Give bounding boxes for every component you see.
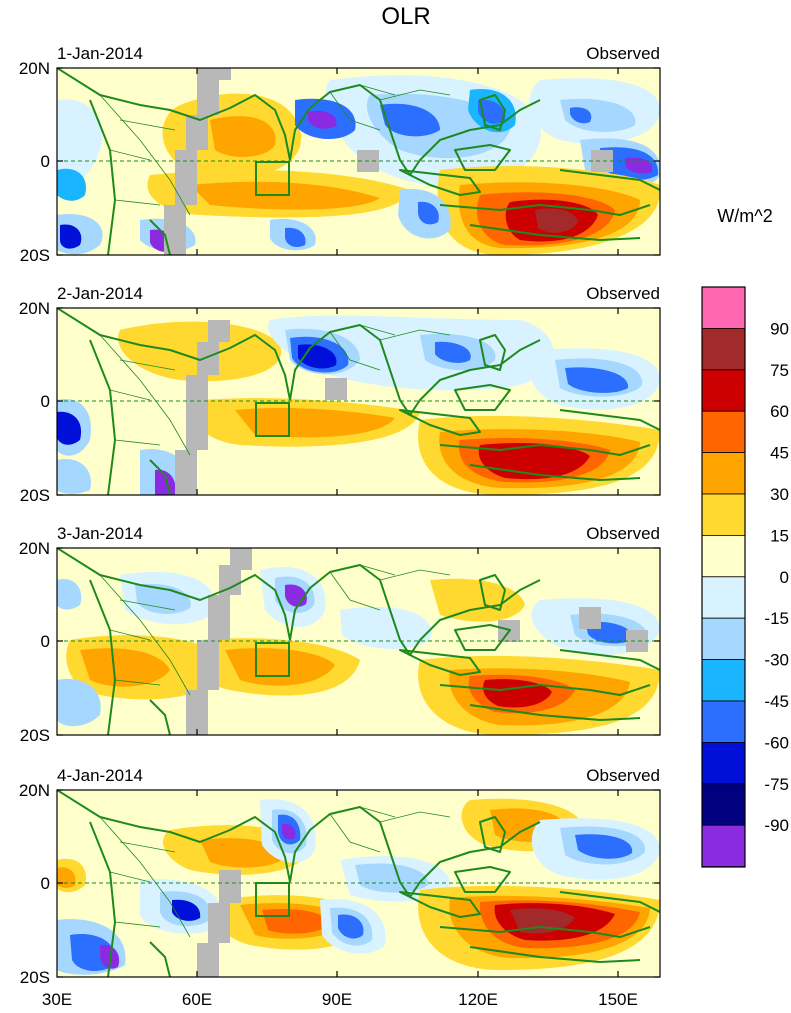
colorbar-swatch	[701, 452, 746, 495]
colorbar-label: -30	[764, 651, 789, 670]
colorbar-swatch	[701, 700, 746, 743]
panel-4-lat-20n: 20N	[19, 781, 50, 800]
colorbar-label: 90	[770, 319, 789, 338]
lon-label-120e: 120E	[458, 990, 498, 1009]
colorbar-label: 15	[770, 526, 789, 545]
colorbar-label: 45	[770, 444, 789, 463]
panel-4: 4-Jan-2014 Observed	[19, 766, 661, 987]
colorbar-swatch	[701, 286, 746, 329]
longitude-axis: 30E 60E 90E 120E 150E	[42, 990, 638, 1009]
panel-2-lat-0: 0	[41, 392, 50, 411]
colorbar-swatch	[701, 742, 746, 785]
colorbar-label: 0	[780, 568, 789, 587]
colorbar-swatch	[701, 783, 746, 826]
colorbar-swatch	[701, 410, 746, 454]
panel-3-tag: Observed	[586, 524, 660, 543]
panel-1-lat-0: 0	[41, 152, 50, 171]
colorbar-label: 60	[770, 402, 789, 421]
colorbar-label: -75	[764, 775, 789, 794]
figure-title: OLR	[381, 3, 430, 30]
panel-4-date: 4-Jan-2014	[57, 766, 143, 785]
panel-1-lat-20s: 20S	[20, 246, 50, 265]
colorbar: 90 75 60 45 30 15 0 -15 -30 -45 -60 -75 -90	[701, 286, 789, 868]
colorbar-label: 30	[770, 485, 789, 504]
panel-2-lat-20s: 20S	[20, 486, 50, 505]
colorbar-swatch	[701, 493, 746, 536]
colorbar-label: -60	[764, 733, 789, 752]
panel-4-map	[57, 790, 660, 977]
colorbar-label: 75	[770, 361, 789, 380]
colorbar-label: -45	[764, 692, 789, 711]
colorbar-frame	[701, 286, 746, 868]
panel-4-tag: Observed	[586, 766, 660, 785]
lon-label-150e: 150E	[598, 990, 638, 1009]
colorbar-units: W/m^2	[717, 206, 772, 226]
colorbar-swatch	[701, 824, 746, 868]
panel-1-tag: Observed	[586, 44, 660, 63]
panel-4-lat-0: 0	[41, 874, 50, 893]
colorbar-label: -15	[764, 609, 789, 628]
panel-1-map	[57, 68, 660, 255]
colorbar-swatch	[701, 617, 746, 661]
panel-1: 1-Jan-2014 Observed	[19, 44, 661, 265]
panel-3: 3-Jan-2014 Observed	[19, 524, 661, 745]
colorbar-swatch	[701, 659, 746, 702]
panel-2-tag: Observed	[586, 284, 660, 303]
panel-3-date: 3-Jan-2014	[57, 524, 143, 543]
colorbar-swatch	[701, 327, 746, 371]
lon-label-90e: 90E	[322, 990, 352, 1009]
panel-1-lat-20n: 20N	[19, 59, 50, 78]
lon-label-60e: 60E	[182, 990, 212, 1009]
panel-3-lat-20n: 20N	[19, 539, 50, 558]
colorbar-swatch	[701, 535, 746, 578]
panel-4-lat-20s: 20S	[20, 968, 50, 987]
colorbar-swatch	[701, 576, 746, 619]
colorbar-label: -90	[764, 816, 789, 835]
panel-2-date: 2-Jan-2014	[57, 284, 143, 303]
lon-label-30e: 30E	[42, 990, 72, 1009]
panel-3-lat-0: 0	[41, 632, 50, 651]
panel-2-lat-20n: 20N	[19, 299, 50, 318]
colorbar-swatch	[701, 369, 746, 412]
panel-2: 2-Jan-2014 Observed	[19, 284, 661, 505]
panel-3-lat-20s: 20S	[20, 726, 50, 745]
panel-1-date: 1-Jan-2014	[57, 44, 143, 63]
panel-3-map	[57, 548, 660, 735]
panel-2-map	[57, 308, 660, 495]
